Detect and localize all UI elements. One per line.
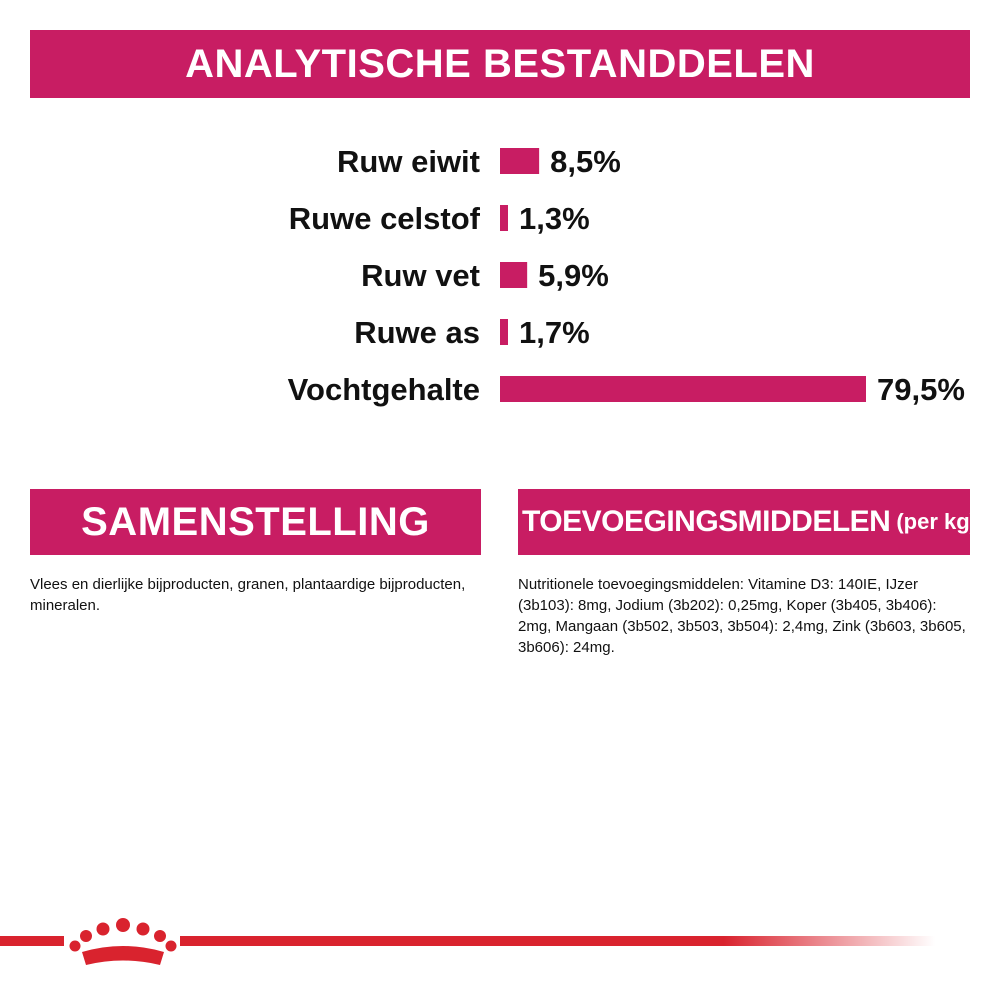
analytical-constituents-title: ANALYTISCHE BESTANDDELEN [185, 41, 815, 86]
nutrient-bar-chart: Ruw eiwit 8,5% Ruwe celstof 1,3% Ruw vet 5,9%… [288, 144, 965, 407]
composition-text: Vlees en dierlijke bijproducten, granen,… [30, 576, 466, 614]
value-label: 5,9% [538, 258, 609, 293]
value-label: 1,7% [519, 315, 590, 350]
category-label: Ruw eiwit [337, 144, 480, 179]
footer [0, 918, 935, 965]
category-label: Vochtgehalte [288, 372, 480, 407]
additives-banner: TOEVOEGINGSMIDDELEN (per kg) [518, 489, 977, 555]
value-label: 1,3% [519, 201, 590, 236]
category-label: Ruwe celstof [289, 201, 481, 236]
bar [500, 148, 540, 174]
category-label: Ruw vet [361, 258, 480, 293]
category-label: Ruwe as [354, 315, 480, 350]
footer-line-right [180, 936, 935, 946]
bar [500, 319, 508, 345]
composition-title: SAMENSTELLING [81, 499, 430, 544]
additives-title: TOEVOEGINGSMIDDELEN [522, 505, 891, 538]
value-label: 79,5% [877, 372, 965, 407]
footer-line-left [0, 936, 64, 946]
bar [500, 376, 866, 402]
value-label: 8,5% [550, 144, 621, 179]
crown-icon [69, 918, 177, 965]
bar [500, 262, 528, 288]
analytical-constituents-banner: ANALYTISCHE BESTANDDELEN [30, 30, 970, 98]
additives-text: Nutritionele toevoegingsmiddelen: Vitami… [518, 576, 966, 656]
bar [500, 205, 508, 231]
additives-title-suffix: (per kg) [896, 509, 978, 534]
composition-banner: SAMENSTELLING [30, 489, 481, 555]
